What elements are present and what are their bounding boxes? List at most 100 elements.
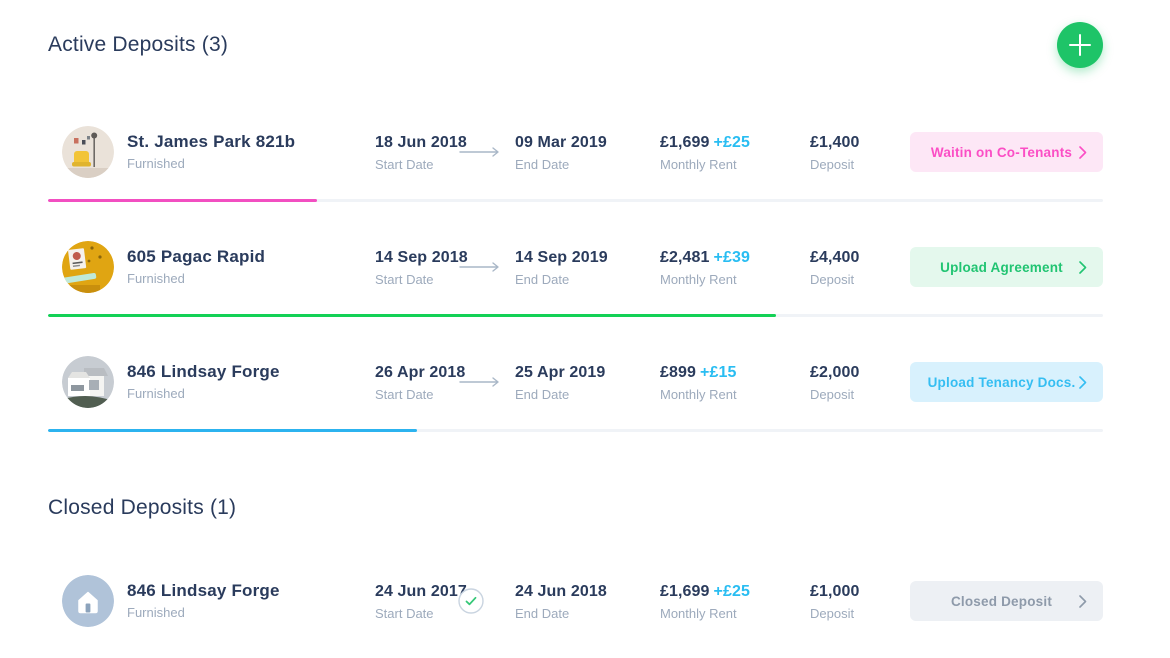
deposit-progress-fill: [48, 199, 318, 202]
property-name: 605 Pagac Rapid: [127, 247, 266, 266]
start-date-col: 18 Jun 2018 Start Date: [375, 132, 467, 173]
active-deposits-list: St. James Park 821b Furnished 18 Jun 201…: [48, 126, 1103, 432]
closed-deposits-title: Closed Deposits (1): [48, 496, 237, 519]
property-info: 846 Lindsay Forge Furnished: [127, 361, 375, 403]
plus-icon: [1069, 34, 1091, 56]
deposit-label: Deposit: [810, 271, 855, 287]
deposit-row[interactable]: 846 Lindsay Forge Furnished 24 Jun 2017 …: [48, 575, 1103, 627]
deposit-item: 605 Pagac Rapid Furnished 14 Sep 2018 St…: [48, 241, 1103, 317]
closed-deposits-list: 846 Lindsay Forge Furnished 24 Jun 2017 …: [48, 575, 1103, 627]
date-arrow-icon: [458, 260, 515, 274]
monthly-rent-col: £2,481 +£39 Monthly Rent: [660, 247, 810, 288]
deposit-value: £1,400: [810, 133, 860, 151]
start-date-value: 26 Apr 2018: [375, 363, 466, 381]
property-info: 846 Lindsay Forge Furnished: [127, 580, 375, 622]
modern-white-house-photo: [62, 356, 114, 408]
deposit-label: Deposit: [810, 156, 855, 172]
rent-increase-value: +£25: [713, 582, 750, 600]
monthly-rent-label: Monthly Rent: [660, 605, 737, 621]
status-button[interactable]: Closed Deposit: [910, 581, 1103, 621]
monthly-rent-value: £899: [660, 363, 696, 381]
date-arrow-icon: [458, 375, 515, 389]
deposit-label: Deposit: [810, 605, 855, 621]
property-type: Furnished: [127, 156, 185, 171]
deposit-label: Deposit: [810, 386, 855, 402]
start-date-col: 24 Jun 2017 Start Date: [375, 581, 467, 622]
deposit-col: £2,000 Deposit: [810, 362, 910, 403]
end-date-col: 09 Mar 2019 End Date: [515, 132, 660, 173]
monthly-rent-col: £899 +£15 Monthly Rent: [660, 362, 810, 403]
end-date-col: 14 Sep 2019 End Date: [515, 247, 660, 288]
end-date-value: 14 Sep 2019: [515, 248, 608, 266]
monthly-rent-value: £1,699: [660, 582, 710, 600]
completed-check-icon: [458, 588, 515, 614]
monthly-rent-col: £1,699 +£25 Monthly Rent: [660, 132, 810, 173]
end-date-value: 09 Mar 2019: [515, 133, 607, 151]
deposit-row[interactable]: St. James Park 821b Furnished 18 Jun 201…: [48, 126, 1103, 178]
rent-increase-value: +£25: [713, 133, 750, 151]
monthly-rent-value: £2,481: [660, 248, 710, 266]
start-date-label: Start Date: [375, 386, 434, 402]
status-label: Upload Tenancy Docs.: [927, 374, 1076, 390]
status-button[interactable]: Upload Agreement: [910, 247, 1103, 287]
deposit-row[interactable]: 605 Pagac Rapid Furnished 14 Sep 2018 St…: [48, 241, 1103, 293]
status-button[interactable]: Waitin on Co-Tenants: [910, 132, 1103, 172]
chevron-right-icon: [1079, 594, 1087, 608]
deposit-progress-fill: [48, 429, 418, 432]
start-date-col: 26 Apr 2018 Start Date: [375, 362, 466, 403]
monthly-rent-value: £1,699: [660, 133, 710, 151]
status-button[interactable]: Upload Tenancy Docs.: [910, 362, 1103, 402]
monthly-rent-label: Monthly Rent: [660, 271, 737, 287]
start-date-value: 14 Sep 2018: [375, 248, 468, 266]
deposit-row[interactable]: 846 Lindsay Forge Furnished 26 Apr 2018 …: [48, 356, 1103, 408]
yellow-room-poster-photo: [62, 241, 114, 293]
active-deposits-header: Active Deposits (3): [48, 0, 1103, 68]
end-date-col: 25 Apr 2019 End Date: [515, 362, 660, 403]
deposit-col: £1,000 Deposit: [810, 581, 910, 622]
end-date-label: End Date: [515, 156, 570, 172]
deposit-col: £4,400 Deposit: [810, 247, 910, 288]
add-deposit-button[interactable]: [1057, 22, 1103, 68]
monthly-rent-label: Monthly Rent: [660, 156, 737, 172]
property-name: 846 Lindsay Forge: [127, 581, 280, 600]
deposit-progress-bar: [48, 314, 1103, 317]
deposit-progress-fill: [48, 314, 776, 317]
status-label: Upload Agreement: [940, 259, 1063, 275]
deposit-progress-bar: [48, 429, 1103, 432]
house-placeholder-icon: [62, 575, 114, 627]
end-date-label: End Date: [515, 386, 570, 402]
status-label: Closed Deposit: [950, 593, 1053, 609]
chevron-right-icon: [1079, 375, 1087, 389]
start-date-label: Start Date: [375, 605, 434, 621]
deposit-value: £1,000: [810, 582, 860, 600]
deposit-col: £1,400 Deposit: [810, 132, 910, 173]
status-label: Waitin on Co-Tenants: [930, 144, 1073, 160]
rent-increase-value: +£15: [700, 363, 737, 381]
property-type: Furnished: [127, 605, 185, 620]
start-date-label: Start Date: [375, 271, 434, 287]
property-name: St. James Park 821b: [127, 132, 296, 151]
deposit-value: £4,400: [810, 248, 860, 266]
end-date-label: End Date: [515, 271, 570, 287]
property-info: 605 Pagac Rapid Furnished: [127, 246, 375, 288]
end-date-label: End Date: [515, 605, 570, 621]
start-date-col: 14 Sep 2018 Start Date: [375, 247, 468, 288]
end-date-value: 24 Jun 2018: [515, 582, 607, 600]
rent-increase-value: +£39: [713, 248, 750, 266]
property-info: St. James Park 821b Furnished: [127, 131, 375, 173]
deposit-item: St. James Park 821b Furnished 18 Jun 201…: [48, 126, 1103, 202]
end-date-value: 25 Apr 2019: [515, 363, 606, 381]
property-type: Furnished: [127, 386, 185, 401]
active-deposits-title: Active Deposits (3): [48, 33, 229, 56]
chevron-right-icon: [1079, 260, 1087, 274]
end-date-col: 24 Jun 2018 End Date: [515, 581, 660, 622]
monthly-rent-col: £1,699 +£25 Monthly Rent: [660, 581, 810, 622]
date-arrow-icon: [458, 145, 515, 159]
deposit-item: 846 Lindsay Forge Furnished 26 Apr 2018 …: [48, 356, 1103, 432]
deposit-value: £2,000: [810, 363, 860, 381]
start-date-label: Start Date: [375, 156, 434, 172]
monthly-rent-label: Monthly Rent: [660, 386, 737, 402]
property-name: 846 Lindsay Forge: [127, 362, 280, 381]
chevron-right-icon: [1079, 145, 1087, 159]
